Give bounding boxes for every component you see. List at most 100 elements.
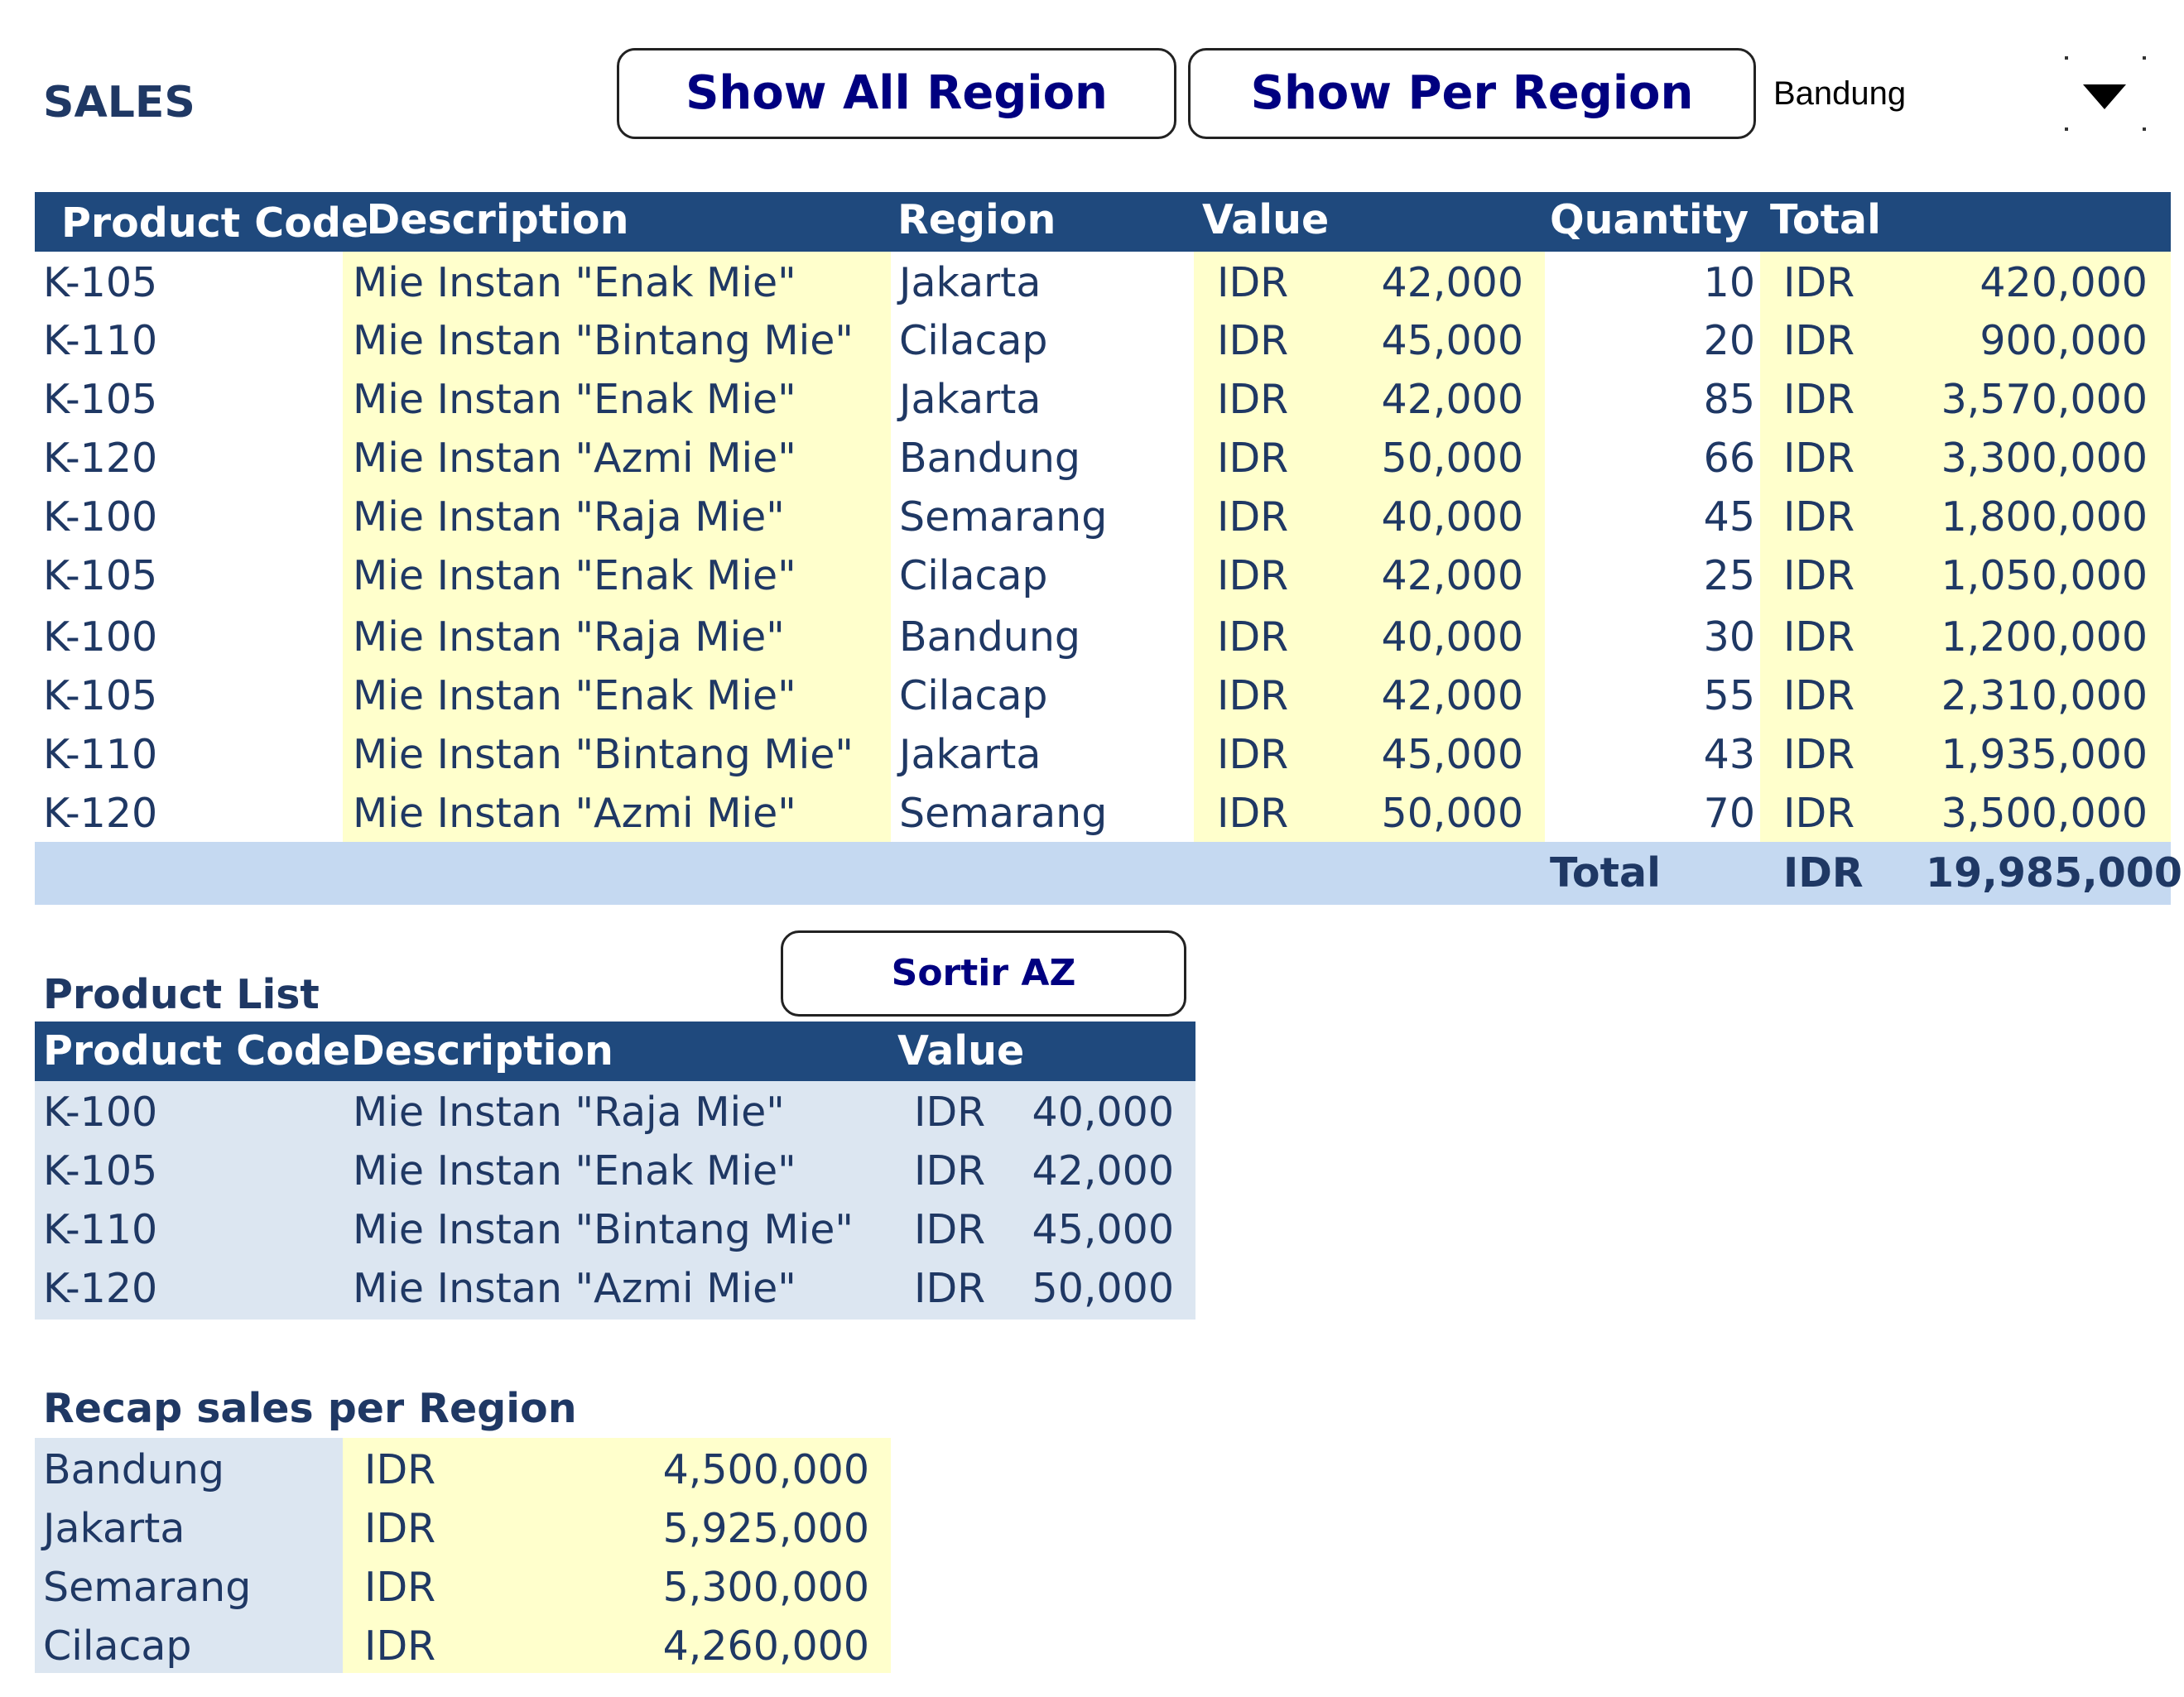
sales-cell-total: 420,000 — [1980, 259, 2148, 306]
sales-cell-quantity: 43 — [1703, 731, 1755, 778]
sales-cell-region: Bandung — [899, 435, 1081, 482]
sales-cell-region: Jakarta — [899, 259, 1041, 306]
product-cell-currency: IDR — [914, 1206, 986, 1253]
product-cell-code: K-120 — [43, 1265, 158, 1312]
recap-title: Recap sales per Region — [43, 1385, 577, 1432]
col-header-product-code: Product Code — [61, 200, 369, 247]
product-cell-description: Mie Instan "Azmi Mie" — [353, 1265, 796, 1312]
total-currency: IDR — [1783, 849, 1864, 897]
product-cell-currency: IDR — [914, 1147, 986, 1195]
sales-total-row: Total IDR 19,985,000 — [35, 842, 2182, 905]
sales-cell-description: Mie Instan "Enak Mie" — [353, 672, 796, 719]
pl-col-header-product-code: Product Code — [43, 1027, 351, 1074]
sales-cell-value-currency: IDR — [1217, 613, 1289, 661]
sales-cell-total-currency: IDR — [1783, 731, 1855, 778]
sales-cell-value-currency: IDR — [1217, 552, 1289, 599]
total-label: Total — [1550, 849, 1661, 897]
recap-cell-currency: IDR — [364, 1622, 436, 1670]
show-all-region-button[interactable]: Show All Region — [617, 48, 1176, 139]
sales-cell-total-currency: IDR — [1783, 613, 1855, 661]
sales-cell-product-code: K-105 — [43, 259, 158, 306]
sales-cell-quantity: 85 — [1703, 376, 1755, 423]
product-cell-value: 42,000 — [1032, 1147, 1174, 1195]
sales-cell-total: 2,310,000 — [1941, 672, 2148, 719]
sales-cell-region: Jakarta — [899, 376, 1041, 423]
recap-cell-currency: IDR — [364, 1564, 436, 1611]
product-cell-currency: IDR — [914, 1089, 986, 1136]
sales-cell-total-currency: IDR — [1783, 552, 1855, 599]
sales-cell-value: 50,000 — [1381, 435, 1523, 482]
col-header-description: Description — [366, 196, 629, 243]
sales-table-header: Product Code Description Region Value Qu… — [35, 192, 2171, 252]
sales-cell-region: Semarang — [899, 790, 1108, 837]
recap-cell-region: Bandung — [43, 1446, 225, 1493]
sales-cell-total: 3,500,000 — [1941, 790, 2148, 837]
product-cell-code: K-105 — [43, 1147, 158, 1195]
recap-value-column-bg — [343, 1438, 891, 1673]
sales-cell-region: Semarang — [899, 493, 1108, 541]
show-per-region-button[interactable]: Show Per Region — [1188, 48, 1756, 139]
sortir-az-button[interactable]: Sortir AZ — [781, 930, 1186, 1017]
sales-cell-product-code: K-100 — [43, 613, 158, 661]
sales-cell-quantity: 66 — [1703, 435, 1755, 482]
recap-cell-region: Semarang — [43, 1564, 252, 1611]
sales-cell-description: Mie Instan "Raja Mie" — [353, 493, 785, 541]
sales-cell-product-code: K-100 — [43, 493, 158, 541]
pl-col-header-value: Value — [897, 1027, 1025, 1074]
sales-cell-value-currency: IDR — [1217, 672, 1289, 719]
sales-cell-product-code: K-120 — [43, 790, 158, 837]
product-cell-value: 45,000 — [1032, 1206, 1174, 1253]
recap-cell-value: 4,260,000 — [662, 1622, 869, 1670]
sales-cell-total: 1,935,000 — [1941, 731, 2148, 778]
sales-cell-total: 3,570,000 — [1941, 376, 2148, 423]
sales-cell-value: 42,000 — [1381, 552, 1523, 599]
chevron-down-icon[interactable] — [2083, 84, 2126, 109]
sales-cell-value: 45,000 — [1381, 317, 1523, 364]
sales-cell-total-currency: IDR — [1783, 317, 1855, 364]
product-cell-code: K-110 — [43, 1206, 158, 1253]
dropdown-handle-dot — [2143, 56, 2146, 60]
sales-cell-total: 3,300,000 — [1941, 435, 2148, 482]
sales-cell-value-currency: IDR — [1217, 376, 1289, 423]
sales-cell-quantity: 45 — [1703, 493, 1755, 541]
sales-cell-region: Cilacap — [899, 672, 1048, 719]
sales-cell-description: Mie Instan "Enak Mie" — [353, 552, 796, 599]
sales-cell-region: Cilacap — [899, 552, 1048, 599]
sales-cell-description: Mie Instan "Enak Mie" — [353, 259, 796, 306]
sales-cell-quantity: 25 — [1703, 552, 1755, 599]
product-cell-code: K-100 — [43, 1089, 158, 1136]
sales-cell-total: 1,200,000 — [1941, 613, 2148, 661]
sales-cell-product-code: K-105 — [43, 672, 158, 719]
sales-cell-description: Mie Instan "Raja Mie" — [353, 613, 785, 661]
sales-cell-value-currency: IDR — [1217, 317, 1289, 364]
col-header-value: Value — [1202, 196, 1330, 243]
sales-cell-product-code: K-105 — [43, 376, 158, 423]
recap-cell-region: Cilacap — [43, 1622, 192, 1670]
recap-cell-value: 4,500,000 — [662, 1446, 869, 1493]
sales-cell-value-currency: IDR — [1217, 731, 1289, 778]
recap-region-column-bg — [35, 1438, 343, 1673]
total-amount: 19,985,000 — [1926, 849, 2182, 897]
dropdown-handle-dot — [2065, 127, 2068, 131]
sales-cell-description: Mie Instan "Azmi Mie" — [353, 435, 796, 482]
sales-cell-description: Mie Instan "Azmi Mie" — [353, 790, 796, 837]
sales-cell-value-currency: IDR — [1217, 435, 1289, 482]
sales-cell-description: Mie Instan "Enak Mie" — [353, 376, 796, 423]
recap-cell-value: 5,925,000 — [662, 1505, 869, 1552]
product-cell-currency: IDR — [914, 1265, 986, 1312]
sales-cell-value: 40,000 — [1381, 493, 1523, 541]
sales-cell-product-code: K-120 — [43, 435, 158, 482]
product-list-body-bg — [35, 1081, 1195, 1320]
sales-cell-total: 1,800,000 — [1941, 493, 2148, 541]
show-all-region-label: Show All Region — [686, 66, 1108, 120]
region-dropdown-value: Bandung — [1773, 75, 1907, 112]
sales-cell-quantity: 70 — [1703, 790, 1755, 837]
region-dropdown[interactable]: Bandung — [1763, 51, 2153, 136]
sales-cell-value: 50,000 — [1381, 790, 1523, 837]
sales-cell-quantity: 20 — [1703, 317, 1755, 364]
sales-cell-quantity: 10 — [1703, 259, 1755, 306]
product-list-title: Product List — [43, 971, 320, 1018]
sales-cell-value: 42,000 — [1381, 376, 1523, 423]
sales-cell-region: Bandung — [899, 613, 1081, 661]
sales-cell-value: 45,000 — [1381, 731, 1523, 778]
